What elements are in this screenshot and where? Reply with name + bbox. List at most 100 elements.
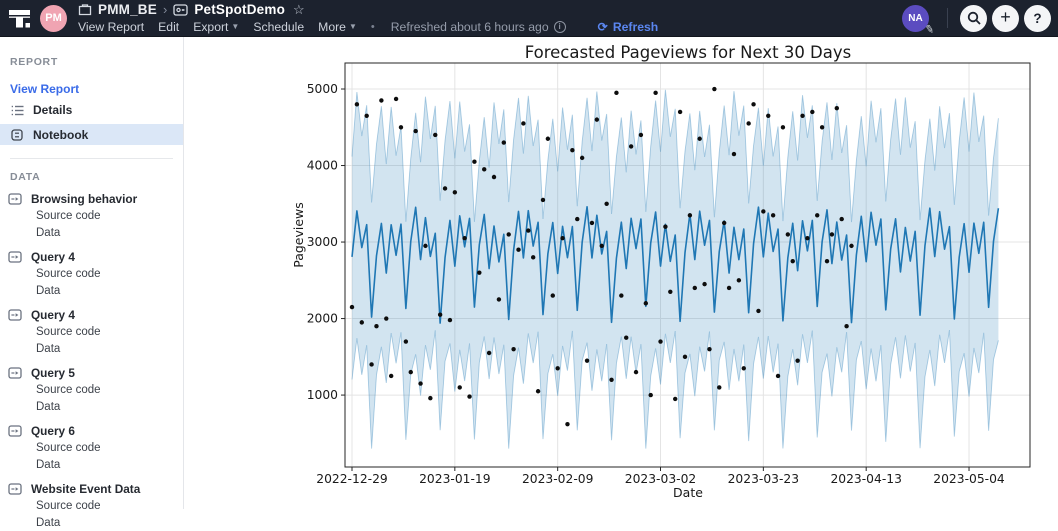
- scatter-point: [658, 339, 663, 344]
- dataset-data[interactable]: Data: [36, 516, 61, 529]
- scatter-point: [849, 243, 854, 249]
- scatter-point: [472, 159, 477, 164]
- menu-more[interactable]: More ▼: [318, 19, 357, 34]
- dataset-item[interactable]: Website Event Data: [0, 480, 183, 497]
- query-icon: [8, 250, 22, 263]
- y-tick-label: 1000: [307, 388, 338, 402]
- scatter-point: [726, 285, 732, 291]
- scatter-point: [403, 339, 409, 344]
- sidebar-item-notebook[interactable]: Notebook: [0, 124, 183, 145]
- scatter-point: [555, 366, 560, 371]
- scatter-point: [834, 105, 840, 111]
- info-icon[interactable]: i: [553, 20, 566, 33]
- scatter-point: [790, 258, 795, 264]
- mode-logo[interactable]: [0, 5, 40, 31]
- dataset-data[interactable]: Data: [36, 284, 61, 297]
- dataset-source-code[interactable]: Source code: [36, 441, 101, 454]
- caret-down-icon: ▼: [348, 22, 357, 31]
- report-menu: View Report Edit Export ▼ Schedule More ▼ …: [78, 18, 658, 35]
- scatter-point: [545, 136, 551, 141]
- scatter-point: [697, 136, 702, 141]
- menu-schedule[interactable]: Schedule: [253, 19, 305, 34]
- scatter-point: [349, 304, 355, 310]
- dataset-item[interactable]: Query 4: [0, 306, 183, 323]
- forecast-line: [351, 206, 1000, 324]
- list-icon: [10, 105, 24, 116]
- dataset-source-code[interactable]: Source code: [36, 499, 101, 512]
- scatter-point: [384, 316, 389, 321]
- scatter-point: [594, 117, 600, 122]
- scatter-point: [393, 96, 399, 102]
- menu-edit[interactable]: Edit: [158, 19, 180, 34]
- dataset-source-code[interactable]: Source code: [36, 267, 101, 280]
- dataset-source-code[interactable]: Source code: [36, 383, 101, 396]
- scatter-point: [486, 350, 492, 356]
- scatter-point: [702, 281, 707, 287]
- menu-dot-separator: •: [370, 20, 375, 33]
- scatter-point: [540, 197, 546, 203]
- scatter-point: [692, 285, 697, 291]
- sidebar-item-details[interactable]: Details: [0, 100, 183, 120]
- scatter-point: [721, 220, 727, 226]
- workspace-avatar[interactable]: PM: [40, 4, 67, 32]
- dataset-item[interactable]: Query 4: [0, 248, 183, 265]
- dataset-item[interactable]: Browsing behavior: [0, 190, 183, 207]
- sidebar: REPORT View Report Details Notebook DATA: [0, 37, 184, 529]
- scatter-point: [810, 109, 815, 115]
- scatter-point: [408, 369, 413, 375]
- x-tick-label: 2023-03-02: [625, 472, 696, 486]
- scatter-point: [428, 395, 433, 401]
- scatter-point: [550, 293, 555, 298]
- scatter-point: [579, 155, 585, 161]
- scatter-point: [462, 236, 467, 241]
- breadcrumb-report[interactable]: PetSpotDemo: [194, 2, 286, 17]
- scatter-point: [761, 209, 766, 214]
- add-button[interactable]: +: [992, 4, 1019, 32]
- scatter-point: [437, 312, 443, 317]
- scatter-point: [648, 392, 653, 398]
- scatter-point: [643, 301, 649, 306]
- breadcrumb-collection[interactable]: PMM_BE: [98, 2, 157, 17]
- scatter-point: [829, 232, 835, 237]
- scatter-point: [433, 132, 438, 138]
- scatter-point: [614, 90, 619, 96]
- dataset-data[interactable]: Data: [36, 400, 61, 413]
- help-button[interactable]: ?: [1024, 4, 1051, 32]
- scatter-point: [775, 373, 781, 379]
- data-section-header: DATA: [10, 171, 41, 183]
- query-icon: [8, 308, 22, 321]
- menu-export[interactable]: Export ▼: [193, 19, 240, 34]
- x-tick-label: 2023-05-04: [933, 472, 1005, 486]
- breadcrumb-separator: ›: [162, 2, 168, 17]
- scatter-point: [663, 224, 668, 229]
- dataset-source-code[interactable]: Source code: [36, 209, 101, 222]
- scatter-point: [687, 213, 693, 218]
- dataset-item[interactable]: Query 5: [0, 364, 183, 381]
- refresh-button[interactable]: ⟳ Refresh: [597, 19, 659, 34]
- confidence-band: [352, 89, 999, 449]
- user-avatar[interactable]: NA: [902, 4, 929, 32]
- dataset-data[interactable]: Data: [36, 458, 61, 471]
- scatter-point: [599, 243, 604, 249]
- favorite-star-icon[interactable]: ☆: [293, 1, 305, 17]
- menu-view-report[interactable]: View Report: [78, 19, 145, 34]
- x-tick-label: 2022-12-29: [316, 472, 387, 486]
- refresh-icon: ⟳: [597, 19, 608, 34]
- x-tick-label: 2023-04-13: [830, 472, 901, 486]
- scatter-point: [369, 362, 374, 367]
- scatter-point: [633, 369, 639, 375]
- scatter-point: [418, 381, 423, 386]
- query-icon: [8, 192, 22, 205]
- scatter-point: [712, 86, 717, 92]
- sidebar-view-report-link[interactable]: View Report: [10, 82, 80, 96]
- scatter-point: [824, 258, 830, 264]
- y-tick-label: 2000: [307, 312, 338, 326]
- search-button[interactable]: [960, 4, 987, 32]
- scatter-point: [736, 278, 742, 283]
- dataset-source-code[interactable]: Source code: [36, 325, 101, 338]
- dataset-item[interactable]: Query 6: [0, 422, 183, 439]
- dataset-data[interactable]: Data: [36, 342, 61, 355]
- scatter-point: [770, 213, 776, 218]
- scatter-point: [844, 324, 849, 329]
- dataset-data[interactable]: Data: [36, 226, 61, 239]
